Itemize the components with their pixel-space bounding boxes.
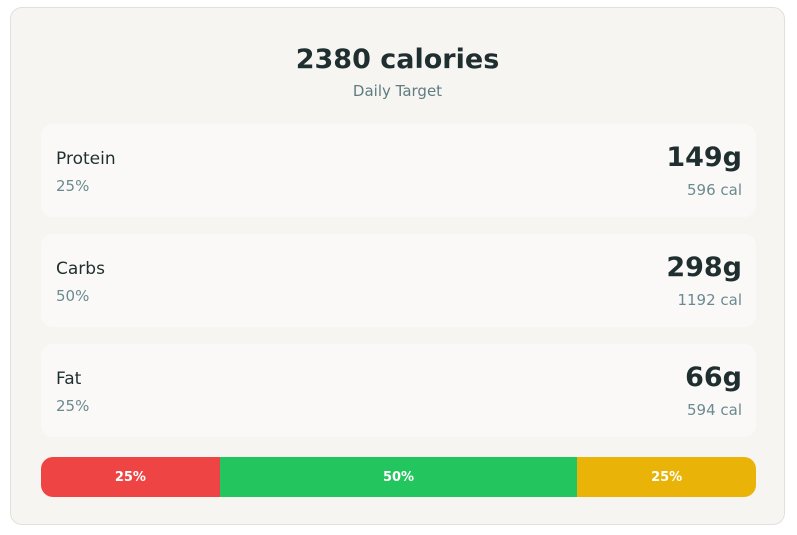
macro-row: Carbs 50% 298g 1192 cal bbox=[41, 234, 756, 327]
bar-segment: 25% bbox=[41, 457, 220, 497]
macro-name: Carbs bbox=[56, 259, 105, 279]
macro-calories: 594 cal bbox=[686, 401, 742, 419]
calorie-subtitle: Daily Target bbox=[352, 82, 443, 100]
macro-percent: 25% bbox=[56, 397, 90, 415]
macro-grams: 298g bbox=[666, 252, 742, 283]
macro-calories: 596 cal bbox=[686, 181, 742, 199]
calorie-title: 2380 calories bbox=[295, 44, 500, 75]
segment-label: 25% bbox=[114, 469, 146, 485]
macro-bar: 25% 50% 25% bbox=[41, 457, 756, 497]
bar-segment: 50% bbox=[219, 457, 578, 497]
bar-segment: 25% bbox=[577, 457, 756, 497]
macro-grams: 149g bbox=[666, 142, 742, 173]
segment-label: 50% bbox=[382, 469, 415, 485]
macro-percent: 25% bbox=[56, 177, 90, 195]
macro-percent: 50% bbox=[56, 287, 90, 305]
macro-row: Fat 25% 66g 594 cal bbox=[41, 344, 756, 437]
macro-name: Protein bbox=[56, 149, 116, 169]
macro-calories: 1192 cal bbox=[677, 291, 742, 309]
macro-row: Protein 25% 149g 596 cal bbox=[41, 124, 756, 217]
macro-grams: 66g bbox=[685, 362, 742, 393]
macro-card: 2380 calories Daily Target Protein 25% 149… bbox=[10, 7, 785, 525]
segment-label: 25% bbox=[651, 469, 683, 485]
macro-name: Fat bbox=[56, 369, 82, 389]
